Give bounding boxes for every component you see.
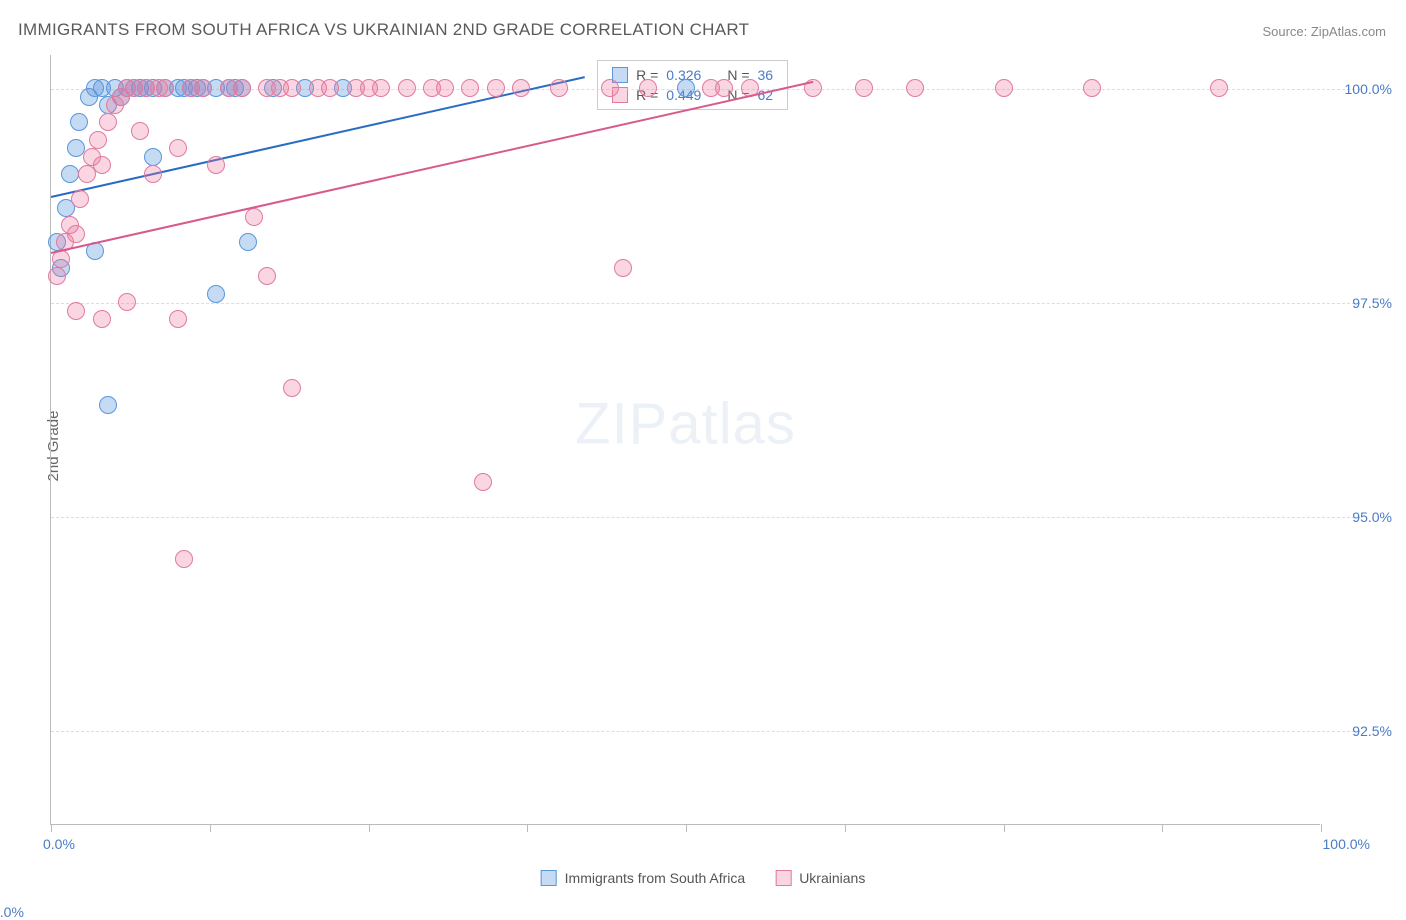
data-point <box>118 293 136 311</box>
data-point <box>487 79 505 97</box>
data-point <box>601 79 619 97</box>
data-point <box>175 550 193 568</box>
y-tick-label: 97.5% <box>1332 295 1392 311</box>
data-point <box>715 79 733 97</box>
watermark: ZIPatlas <box>575 391 796 458</box>
data-point <box>99 113 117 131</box>
trend-line <box>51 81 813 254</box>
data-point <box>169 310 187 328</box>
data-point <box>144 148 162 166</box>
source-label: Source: ZipAtlas.com <box>1262 24 1386 39</box>
y-tick-label: 92.5% <box>1332 723 1392 739</box>
data-point <box>550 79 568 97</box>
gridline-h <box>51 731 1360 732</box>
n-value: 36 <box>758 67 774 83</box>
data-point <box>1210 79 1228 97</box>
x-tick <box>51 824 52 832</box>
chart-plot-area: ZIPatlas R =0.326N =36R =0.449N =62 92.5… <box>50 55 1320 825</box>
data-point <box>639 79 657 97</box>
data-point <box>93 156 111 174</box>
legend-bottom: Immigrants from South Africa Ukrainians <box>541 870 866 886</box>
data-point <box>512 79 530 97</box>
x-max-label: 100.0% <box>1323 836 1370 852</box>
legend-swatch-icon <box>775 870 791 886</box>
data-point <box>207 285 225 303</box>
data-point <box>48 267 66 285</box>
data-point <box>283 79 301 97</box>
data-point <box>239 233 257 251</box>
data-point <box>372 79 390 97</box>
x-tick <box>527 824 528 832</box>
x-tick <box>686 824 687 832</box>
chart-title: IMMIGRANTS FROM SOUTH AFRICA VS UKRAINIA… <box>18 20 749 40</box>
x-tick <box>210 824 211 832</box>
x-tick <box>1321 824 1322 832</box>
gridline-h <box>51 517 1360 518</box>
data-point <box>995 79 1013 97</box>
data-point <box>89 131 107 149</box>
x-tick <box>1162 824 1163 832</box>
data-point <box>245 208 263 226</box>
y-tick-label: 100.0% <box>1332 81 1392 97</box>
x-tick <box>845 824 846 832</box>
data-point <box>461 79 479 97</box>
y-tick-label: 95.0% <box>1332 509 1392 525</box>
data-point <box>156 79 174 97</box>
data-point <box>474 473 492 491</box>
data-point <box>906 79 924 97</box>
data-point <box>398 79 416 97</box>
legend-item: Ukrainians <box>775 870 865 886</box>
data-point <box>436 79 454 97</box>
x-axis-min-label: 0.0% <box>0 904 24 920</box>
data-point <box>677 79 695 97</box>
legend-series-name: Ukrainians <box>799 870 865 886</box>
data-point <box>144 165 162 183</box>
legend-series-name: Immigrants from South Africa <box>565 870 746 886</box>
data-point <box>99 396 117 414</box>
data-point <box>67 225 85 243</box>
x-tick <box>369 824 370 832</box>
data-point <box>169 139 187 157</box>
legend-swatch-icon <box>541 870 557 886</box>
data-point <box>70 113 88 131</box>
data-point <box>131 122 149 140</box>
data-point <box>1083 79 1101 97</box>
data-point <box>283 379 301 397</box>
data-point <box>71 190 89 208</box>
data-point <box>855 79 873 97</box>
data-point <box>207 156 225 174</box>
x-min-label: 0.0% <box>43 836 75 852</box>
data-point <box>61 165 79 183</box>
data-point <box>258 267 276 285</box>
data-point <box>93 310 111 328</box>
data-point <box>67 302 85 320</box>
data-point <box>194 79 212 97</box>
legend-item: Immigrants from South Africa <box>541 870 746 886</box>
gridline-h <box>51 303 1360 304</box>
data-point <box>321 79 339 97</box>
x-tick <box>1004 824 1005 832</box>
data-point <box>233 79 251 97</box>
data-point <box>614 259 632 277</box>
